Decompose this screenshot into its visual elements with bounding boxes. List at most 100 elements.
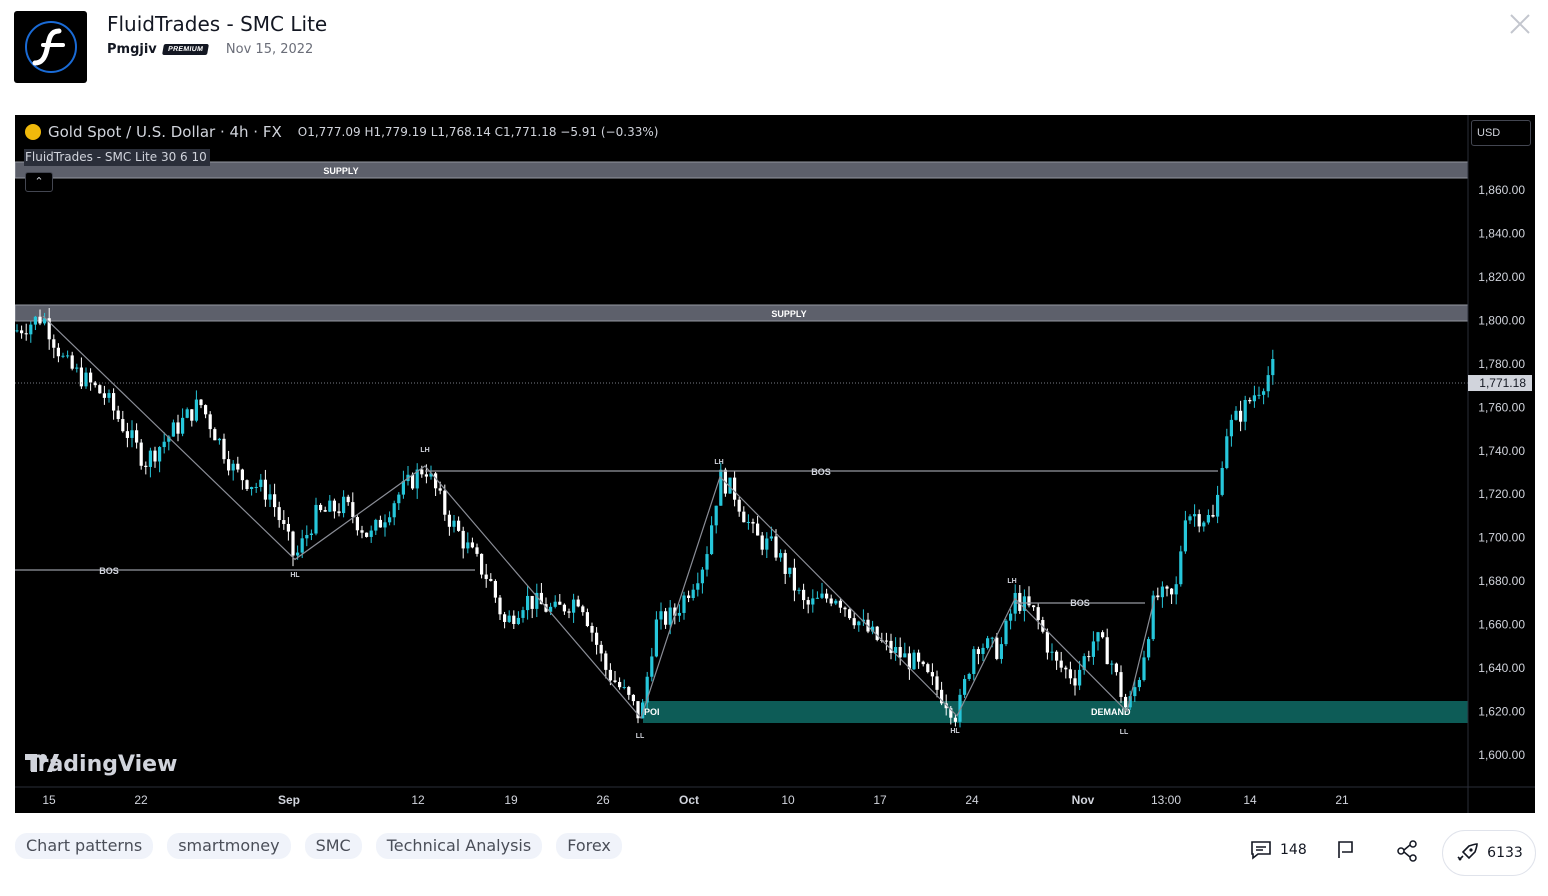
structure-label: HL: [950, 728, 960, 735]
candle-body: [972, 649, 976, 674]
candle-body: [199, 399, 203, 406]
tag-item[interactable]: Chart patterns: [15, 833, 154, 859]
time-tick-label: 15: [42, 793, 56, 807]
candle-body: [884, 640, 888, 642]
candle-body: [696, 583, 700, 590]
candle-body: [1101, 632, 1105, 638]
candle-body: [107, 393, 111, 398]
candle-body: [388, 517, 392, 523]
candle-body: [705, 554, 709, 570]
candle-body: [1271, 359, 1275, 376]
candle-body: [171, 422, 175, 437]
candle-body: [204, 405, 208, 415]
candle-body: [1165, 586, 1169, 589]
candle-body: [1045, 631, 1049, 653]
candle-body: [245, 480, 249, 490]
idea-meta: Pmgjiv PREMIUM Nov 15, 2022: [107, 42, 313, 57]
fluidtrades-logo[interactable]: [14, 11, 87, 83]
candle-body: [24, 333, 28, 335]
candle-body: [365, 532, 369, 537]
comment-icon: [1251, 841, 1271, 860]
time-tick-label: 13:00: [1151, 793, 1181, 807]
candle-body: [811, 598, 815, 605]
chart-canvas[interactable]: SUPPLY SUPPLY POI DEMAND LH HL BOS LH BOS LL HL LH B…: [15, 115, 1535, 813]
candle-body: [930, 672, 934, 677]
candle-body: [259, 479, 263, 487]
candle-body: [144, 465, 148, 467]
candle-body: [434, 473, 438, 489]
candle-body: [769, 536, 773, 539]
candle-body: [1119, 672, 1123, 697]
candle-body: [1105, 637, 1109, 665]
candle-body: [654, 619, 658, 657]
candle-body: [1156, 595, 1160, 598]
candle-body: [940, 689, 944, 704]
candle-body: [139, 442, 143, 466]
candle-body: [300, 538, 304, 553]
candle-body: [613, 680, 617, 682]
candle-body: [650, 656, 654, 677]
price-chart[interactable]: SUPPLY SUPPLY POI DEMAND LH HL BOS LH BOS LL HL LH B…: [15, 115, 1535, 813]
candle-body: [673, 607, 677, 616]
candle-body: [1170, 588, 1174, 595]
candle-body: [1059, 660, 1063, 668]
candle-body: [217, 438, 221, 441]
close-icon[interactable]: [1506, 10, 1534, 38]
candle-body: [898, 647, 902, 658]
candle-body: [1257, 394, 1261, 396]
candle-body: [645, 676, 649, 703]
candle-body: [967, 673, 971, 679]
time-tick-label: 10: [781, 793, 795, 807]
candle-body: [539, 592, 543, 605]
candle-body: [779, 553, 783, 558]
report-button[interactable]: [1336, 840, 1356, 860]
time-tick-label: Sep: [278, 793, 300, 807]
candle-body: [742, 511, 746, 523]
tag-item[interactable]: SMC: [304, 833, 362, 859]
candle-body: [213, 429, 217, 441]
idea-actions: 148 6133: [1240, 830, 1536, 878]
author-link[interactable]: Pmgjiv: [107, 42, 157, 57]
tradingview-watermark: TradingView: [25, 752, 177, 777]
demand-zone: [643, 701, 1468, 723]
share-icon: [1397, 840, 1417, 862]
candle-body: [20, 330, 24, 334]
tag-item[interactable]: Technical Analysis: [375, 833, 543, 859]
candle-body: [714, 505, 718, 526]
candle-body: [374, 519, 378, 531]
comments-button[interactable]: 148: [1250, 840, 1307, 860]
candle-body: [815, 597, 819, 599]
candle-body: [75, 367, 79, 369]
candle-body: [1211, 515, 1215, 517]
candle-body: [664, 611, 668, 625]
candle-body: [319, 504, 323, 511]
candle-body: [148, 450, 152, 467]
candle-body: [829, 598, 833, 604]
candle-body: [737, 499, 741, 512]
candle-body: [282, 520, 286, 524]
idea-header: FluidTrades - SMC Lite Pmgjiv PREMIUM No…: [0, 0, 1548, 110]
candle-body: [917, 652, 921, 662]
candle-body: [346, 496, 350, 503]
tag-item[interactable]: smartmoney: [167, 833, 291, 859]
candle-body: [167, 436, 171, 442]
candle-body: [1137, 679, 1141, 688]
candle-body: [1036, 607, 1040, 621]
boost-button[interactable]: 6133: [1442, 830, 1536, 876]
share-button[interactable]: [1396, 840, 1418, 862]
currency-selector[interactable]: USD: [1471, 120, 1531, 146]
candle-body: [572, 599, 576, 613]
indicator-legend[interactable]: FluidTrades - SMC Lite 30 6 10: [24, 149, 210, 166]
collapse-legend-button[interactable]: ⌃: [25, 172, 53, 192]
candle-body: [668, 607, 672, 625]
candle-body: [636, 701, 640, 719]
candle-body: [843, 607, 847, 610]
candle-body: [912, 652, 916, 670]
price-tick-label: 1,780.00: [1478, 357, 1525, 371]
candle-body: [305, 534, 309, 539]
candle-body: [1179, 551, 1183, 585]
tag-item[interactable]: Forex: [556, 833, 622, 859]
candle-body: [493, 580, 497, 598]
candle-body: [1032, 605, 1036, 608]
candle-body: [802, 589, 806, 601]
